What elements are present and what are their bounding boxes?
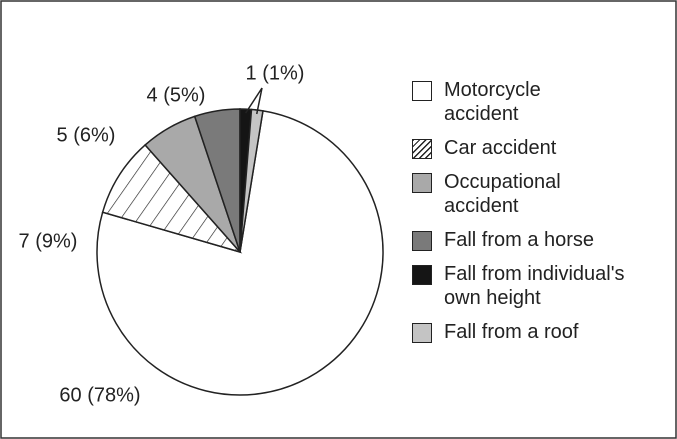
legend-item: Fall from a horse (412, 228, 672, 252)
legend-swatch (412, 231, 432, 251)
leader-line (244, 87, 263, 114)
legend-swatch (412, 323, 432, 343)
legend-item: Occupational accident (412, 170, 672, 218)
legend-item: Car accident (412, 136, 672, 160)
legend-swatch (412, 173, 432, 193)
legend-swatch (412, 265, 432, 285)
legend-item: Motorcycle accident (412, 78, 672, 126)
data-label: 1 (1%) (246, 62, 305, 84)
data-label: 4 (5%) (147, 84, 206, 106)
legend-label: Fall from individual's own height (444, 263, 625, 309)
data-label: 7 (9%) (19, 230, 78, 252)
pie-slice (96, 109, 384, 396)
legend-item: Fall from individual's own height (412, 262, 672, 310)
data-label: 60 (78%) (59, 384, 140, 406)
legend-label: Fall from a horse (444, 229, 595, 251)
legend-label: Occupational accident (444, 171, 561, 217)
legend-label: Fall from a roof (444, 321, 579, 343)
leader-line (256, 87, 263, 115)
legend-swatch (412, 81, 432, 101)
data-label: 5 (6%) (57, 124, 116, 146)
legend-label: Car accident (444, 137, 557, 159)
legend-label: Motorcycle accident (444, 79, 541, 125)
pie-slice (101, 143, 243, 254)
legend: Motorcycle accident Car accident Occupatio… (412, 78, 672, 354)
legend-swatch (412, 139, 432, 159)
legend-item: Fall from a roof (412, 320, 672, 344)
